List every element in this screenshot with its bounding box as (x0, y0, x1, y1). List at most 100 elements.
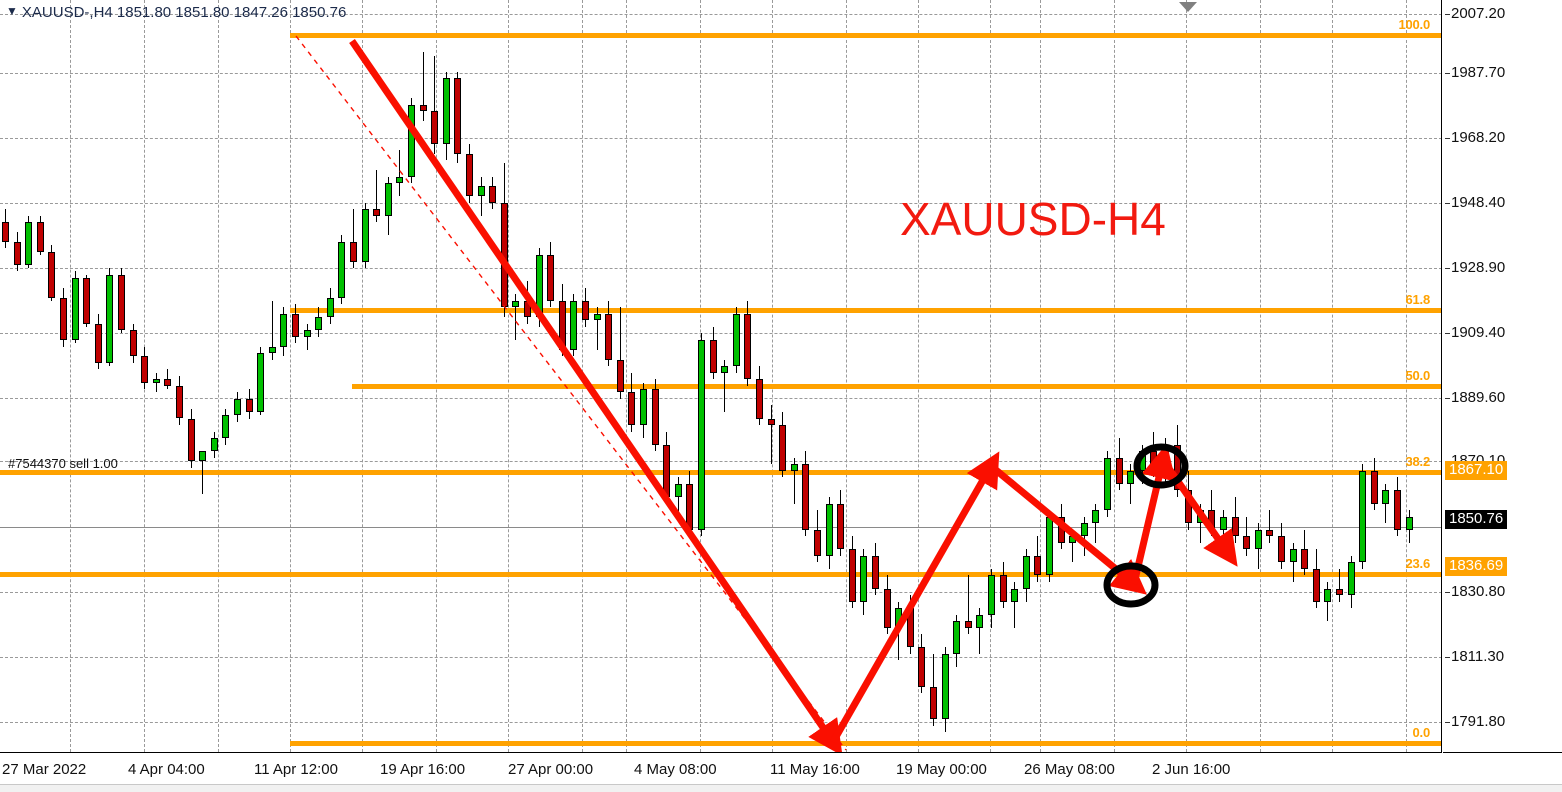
fibonacci-level-line[interactable] (290, 741, 1441, 746)
candle-body (210, 438, 218, 452)
candle-body (640, 389, 647, 426)
candlestick (570, 0, 578, 752)
candlestick (13, 0, 21, 752)
candle-body (698, 340, 705, 530)
fibonacci-level-line[interactable] (0, 470, 1441, 475)
candlestick (419, 0, 427, 752)
candle-body (1080, 523, 1088, 537)
fibonacci-level-label: 38.2 (1405, 454, 1430, 469)
vertical-gridline (508, 0, 509, 752)
candle-body (419, 104, 427, 112)
candlestick (1022, 0, 1030, 752)
fibonacci-level-line[interactable] (290, 33, 1441, 38)
fibonacci-level-line[interactable] (352, 384, 1441, 389)
candle-body (616, 359, 624, 393)
candle-body (118, 274, 125, 331)
candle-body (1266, 529, 1274, 537)
candlestick (48, 0, 56, 752)
candlestick (477, 0, 485, 752)
candle-body (25, 222, 33, 265)
candle-body (860, 555, 868, 602)
candlestick (1394, 0, 1401, 752)
fibonacci-level-label: 23.6 (1405, 556, 1430, 571)
chart-plot-area[interactable]: 100.0 61.8 50.0 38.2 23.6 0.0 #7544370 sell 1… (0, 0, 1442, 753)
horizontal-scrollbar[interactable] (0, 784, 1562, 792)
candle-wick (202, 451, 204, 494)
time-tick-label: 11 Apr 12:00 (254, 761, 338, 778)
candle-body (976, 614, 984, 628)
candle-body (628, 392, 636, 426)
candle-body (326, 297, 334, 318)
candle-body (953, 621, 961, 654)
candle-body (315, 317, 323, 331)
candlestick (442, 0, 450, 752)
candlestick (918, 0, 926, 752)
candlestick (872, 0, 879, 752)
vertical-gridline (1260, 0, 1261, 752)
uptrend-arrow[interactable] (829, 451, 1000, 744)
current-price-line (0, 527, 1441, 528)
candlestick (25, 0, 33, 752)
candlestick (1254, 0, 1262, 752)
rebound-arrow[interactable] (1130, 443, 1176, 585)
candle-wick (1246, 516, 1248, 556)
forecast-arrow[interactable] (1160, 457, 1238, 567)
candle-body (999, 575, 1007, 602)
triangle-down-icon[interactable]: ▼ (6, 4, 18, 18)
level-price-badge[interactable]: 1867.10 (1445, 461, 1508, 480)
candle-body (941, 653, 949, 720)
candle-wick (1014, 581, 1016, 628)
candlestick (315, 0, 323, 752)
candle-body (396, 176, 404, 184)
candle-wick (1072, 529, 1074, 563)
candle-wick (979, 608, 981, 654)
candlestick (953, 0, 961, 752)
fibonacci-level-line[interactable] (290, 308, 1441, 313)
current-price-badge[interactable]: 1850.76 (1445, 510, 1508, 529)
candle-body (408, 104, 415, 177)
support-circle[interactable] (1103, 562, 1159, 608)
candlestick (466, 0, 473, 752)
candle-body (222, 415, 230, 439)
ohlc-header: ▼ XAUUSD-,H4 1851.80 1851.80 1847.26 1850… (6, 4, 346, 21)
chart-scroll-marker-icon[interactable] (1179, 2, 1197, 12)
candle-body (1336, 588, 1343, 596)
candlestick (210, 0, 218, 752)
candle-body (2, 222, 9, 242)
candlestick (848, 0, 856, 752)
candle-body (1115, 457, 1123, 484)
candlestick (350, 0, 357, 752)
candle-body (512, 300, 520, 308)
candle-body (1034, 555, 1042, 576)
resistance-circle[interactable] (1133, 443, 1189, 489)
vertical-gridline (1114, 0, 1115, 752)
candle-body (1301, 549, 1309, 569)
candle-body (779, 425, 787, 471)
candlestick (744, 0, 752, 752)
candle-body (651, 389, 659, 445)
fibonacci-level-label: 50.0 (1405, 368, 1430, 383)
time-tick-label: 4 May 08:00 (634, 761, 717, 778)
candle-wick (434, 55, 436, 154)
candlestick (1347, 0, 1355, 752)
candle-wick (480, 176, 482, 216)
vertical-gridline (1186, 0, 1187, 752)
vertical-gridline (218, 0, 219, 752)
horizontal-gridline (0, 14, 1441, 15)
time-scale[interactable]: 27 Mar 2022 4 Apr 04:00 11 Apr 12:00 19 Apr… (0, 754, 1442, 784)
candlestick (1336, 0, 1343, 752)
candlestick (628, 0, 636, 752)
candlestick (709, 0, 717, 752)
candle-body (1092, 510, 1100, 524)
decline-arrow[interactable] (988, 463, 1147, 595)
candle-body (1394, 490, 1401, 530)
downtrend-arrow[interactable] (349, 39, 843, 752)
candle-body (338, 241, 346, 298)
price-tick-label: 1791.80 (1444, 713, 1506, 730)
price-scale[interactable]: 2007.20 1987.70 1968.20 1948.40 1928.90 1909.… (1443, 0, 1562, 753)
time-tick-label: 2 Jun 16:00 (1152, 761, 1231, 778)
vertical-gridline (846, 0, 847, 752)
level-price-badge[interactable]: 1836.69 (1445, 557, 1508, 576)
candlestick (71, 0, 79, 752)
price-tick-label: 1928.90 (1444, 259, 1506, 276)
